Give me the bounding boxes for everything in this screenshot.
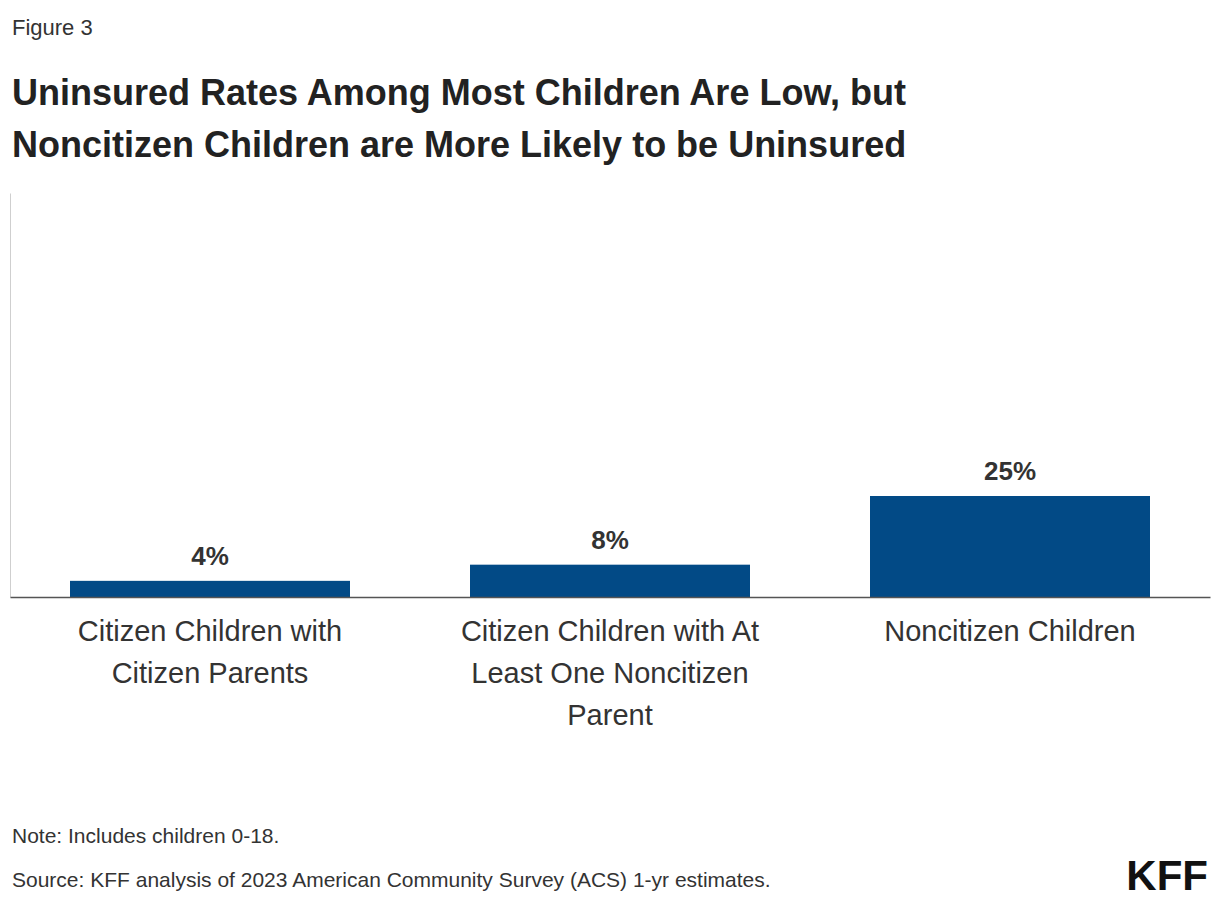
data-labels: 4% 8% 25% [191,456,1036,571]
bar [470,565,750,597]
text-line: Citizen Children with [78,615,342,647]
y-axis [10,194,11,598]
title: Uninsured Rates Among Most Children Are … [12,72,906,165]
x-tick-label: Citizen Children with At Least One Noncit… [461,615,759,731]
data-label: 8% [591,525,629,555]
text-line: Noncitizen Children [884,615,1135,647]
data-label: 4% [191,541,229,571]
x-tick: Citizen Children with Citizen Parents [78,615,342,689]
source: Source: KFF analysis of 2023 American Co… [12,868,771,891]
y-axis-line [10,194,11,598]
text-line: Noncitizen Children are More Likely to b… [12,124,906,165]
bar [870,496,1150,597]
figure-label: Figure 3 [12,15,93,40]
text-line: Parent [567,699,652,731]
data-label: 25% [984,456,1036,486]
note: Note: Includes children 0-18. [12,824,279,847]
x-tick: Citizen Children with At Least One Noncit… [461,615,759,731]
x-tick: Noncitizen Children [884,615,1135,647]
x-axis-line [11,597,1211,599]
chart: Figure 3 Uninsured Rates Among Most Child… [0,0,1220,906]
text-line: Citizen Children with At [461,615,759,647]
text-line: Least One Noncitizen [471,657,748,689]
x-tick-label: Citizen Children with Citizen Parents [78,615,342,689]
bars [70,496,1150,597]
bar [70,581,350,597]
logo: KFF [1126,852,1208,899]
text-line: Citizen Parents [112,657,309,689]
x-tick-label: Noncitizen Children [884,615,1135,647]
text-line: Uninsured Rates Among Most Children Are … [12,72,906,113]
x-axis: Citizen Children withCitizen ParentsCiti… [11,598,1211,732]
